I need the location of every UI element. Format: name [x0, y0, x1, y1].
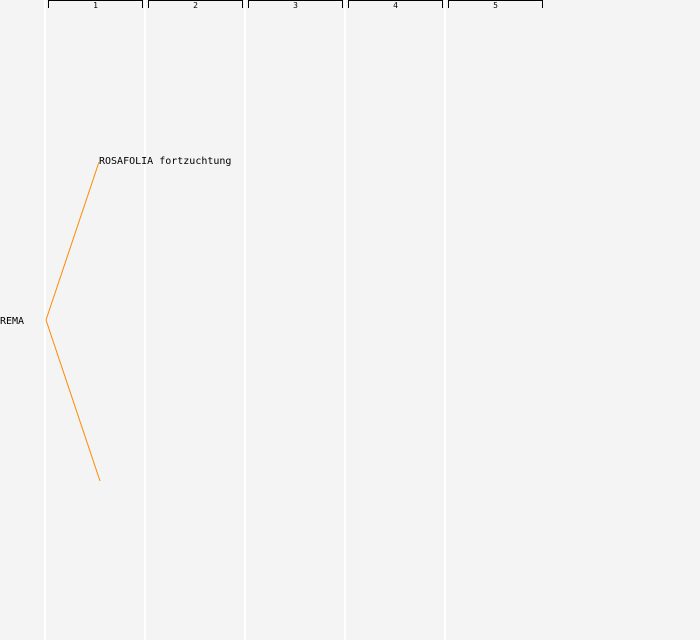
generation-number: 4 — [393, 1, 398, 10]
generation-divider — [244, 0, 246, 640]
generation-divider — [144, 0, 146, 640]
generation-header-3: 3 — [248, 0, 343, 10]
root-node[interactable]: REMA — [0, 316, 25, 327]
generation-divider — [344, 0, 346, 640]
generation-header-1: 1 — [48, 0, 143, 10]
link-seed-parent — [45, 161, 100, 321]
generation-header-4: 4 — [348, 0, 443, 10]
generation-number: 2 — [193, 1, 198, 10]
generation-divider — [444, 0, 446, 640]
generation-number: 1 — [93, 1, 98, 10]
generation-number: 5 — [493, 1, 498, 10]
generation-divider — [44, 0, 46, 640]
generation-header-2: 2 — [148, 0, 243, 10]
link-pollen-parent — [45, 319, 101, 482]
generation-header-5: 5 — [448, 0, 543, 10]
parent-node-seed[interactable]: ROSAFOLIA fortzuchtung — [99, 156, 232, 167]
generation-number: 3 — [293, 1, 298, 10]
